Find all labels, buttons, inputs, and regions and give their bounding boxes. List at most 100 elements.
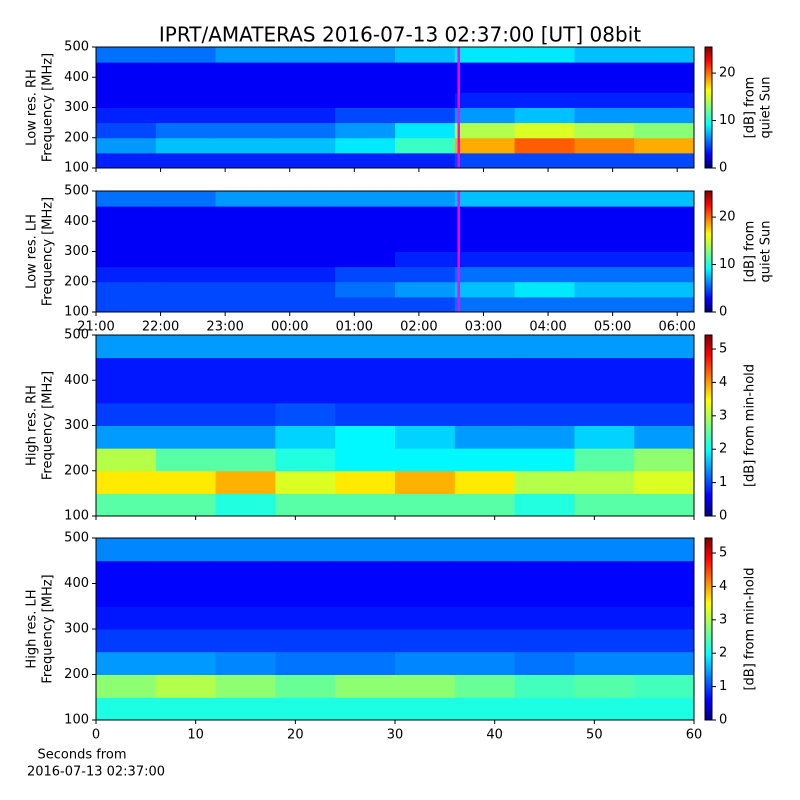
heatmap-cell [514,538,575,562]
heatmap-cell [574,560,635,584]
heatmap-cell [574,266,635,283]
heatmap-cell [634,236,695,252]
heatmap-cell [275,152,336,169]
heatmap-cell [514,266,575,283]
heatmap-cell [454,560,516,584]
heatmap-cell [215,357,276,381]
heatmap-cell [275,236,336,252]
heatmap-cell [395,92,456,108]
heatmap-cell [514,402,575,426]
heatmap-cell [574,583,635,607]
y-tick-label: 200 [64,667,89,682]
x-tick-label: 0 [92,728,100,743]
x-tick-label: 23:00 [206,320,243,335]
colorbar-tick-label: 20 [719,210,736,225]
heatmap-cell [275,335,336,359]
heatmap-cell [514,583,575,607]
heatmap-cell [96,221,157,237]
heatmap-cell [335,236,396,252]
heatmap-cell [395,357,456,381]
heatmap-cell [275,122,336,139]
heatmap-cell [574,221,635,237]
heatmap-cell [96,107,157,124]
heatmap-cell [215,191,276,207]
heatmap-cell [335,152,396,169]
heatmap-cell [454,92,516,108]
heatmap-cell [96,47,157,63]
heatmap-cell [215,470,276,494]
heatmap-cell [454,538,516,562]
heatmap-cell [395,402,456,426]
heatmap-cell [155,281,217,298]
heatmap-cell [395,221,456,237]
heatmap-cell [335,266,396,283]
y-tick-label: 100 [64,509,89,524]
heatmap-cell [454,206,516,222]
heatmap-cell [215,296,276,313]
heatmap-cell [514,629,575,653]
heatmap-cell [96,629,157,653]
heatmap-cell [634,357,695,381]
heatmap-cell [574,152,635,169]
heatmap-cell [634,137,695,154]
heatmap-cell [634,380,695,404]
heatmap-cell [454,191,516,207]
heatmap-cell [574,493,635,517]
heatmap-cell [514,62,575,78]
colorbar [704,190,713,313]
heatmap-cell [335,335,396,359]
y-axis-label: High res. LH [25,589,40,668]
heatmap-cell [395,122,456,139]
heatmap-cell [335,357,396,381]
heatmap-cell [215,47,276,63]
heatmap-cell [155,629,217,653]
heatmap-cell [275,191,336,207]
heatmap-cell [275,251,336,268]
heatmap-cell [634,470,695,494]
y-tick-label: 300 [64,622,89,637]
heatmap-cell [395,206,456,222]
heatmap-cell [96,357,157,381]
heatmap-cell [514,470,575,494]
heatmap-cell [634,674,695,698]
heatmap-cell [275,651,336,675]
heatmap-cell [634,251,695,268]
heatmap-cell [514,560,575,584]
heatmap-cell [215,206,276,222]
heatmap-cell [454,77,516,93]
x-tick-label: 30 [387,728,404,743]
heatmap-cell [155,651,217,675]
heatmap-cell [155,107,217,124]
heatmap-cell [275,425,336,449]
heatmap-cell [215,77,276,93]
heatmap-cell [395,236,456,252]
heatmap-cell [634,697,695,721]
heatmap-cell [574,191,635,207]
heatmap-cell [514,448,575,472]
heatmap-cell [155,191,217,207]
heatmap-cell [395,47,456,63]
heatmap-cell [514,493,575,517]
heatmap-cell [155,583,217,607]
heatmap-cell [335,122,396,139]
x-tick-label: 22:00 [142,320,179,335]
colorbar-tick-label: 3 [719,408,727,423]
heatmap-cell [275,266,336,283]
heatmap-cell [335,281,396,298]
heatmap-cell [634,77,695,93]
heatmap-cell [454,281,516,298]
heatmap-cell [335,380,396,404]
heatmap-cell [155,425,217,449]
colorbar-tick-label: 10 [719,113,736,128]
y-tick-label: 300 [64,244,89,259]
heatmap-cell [155,606,217,630]
y-tick-label: 100 [64,305,89,320]
colorbar-label: quiet Sun [759,220,774,282]
heatmap-cell [574,651,635,675]
heatmap-cell [335,493,396,517]
heatmap-cell [514,335,575,359]
heatmap-cell [275,674,336,698]
heatmap-cell [574,448,635,472]
heatmap-cell [634,538,695,562]
